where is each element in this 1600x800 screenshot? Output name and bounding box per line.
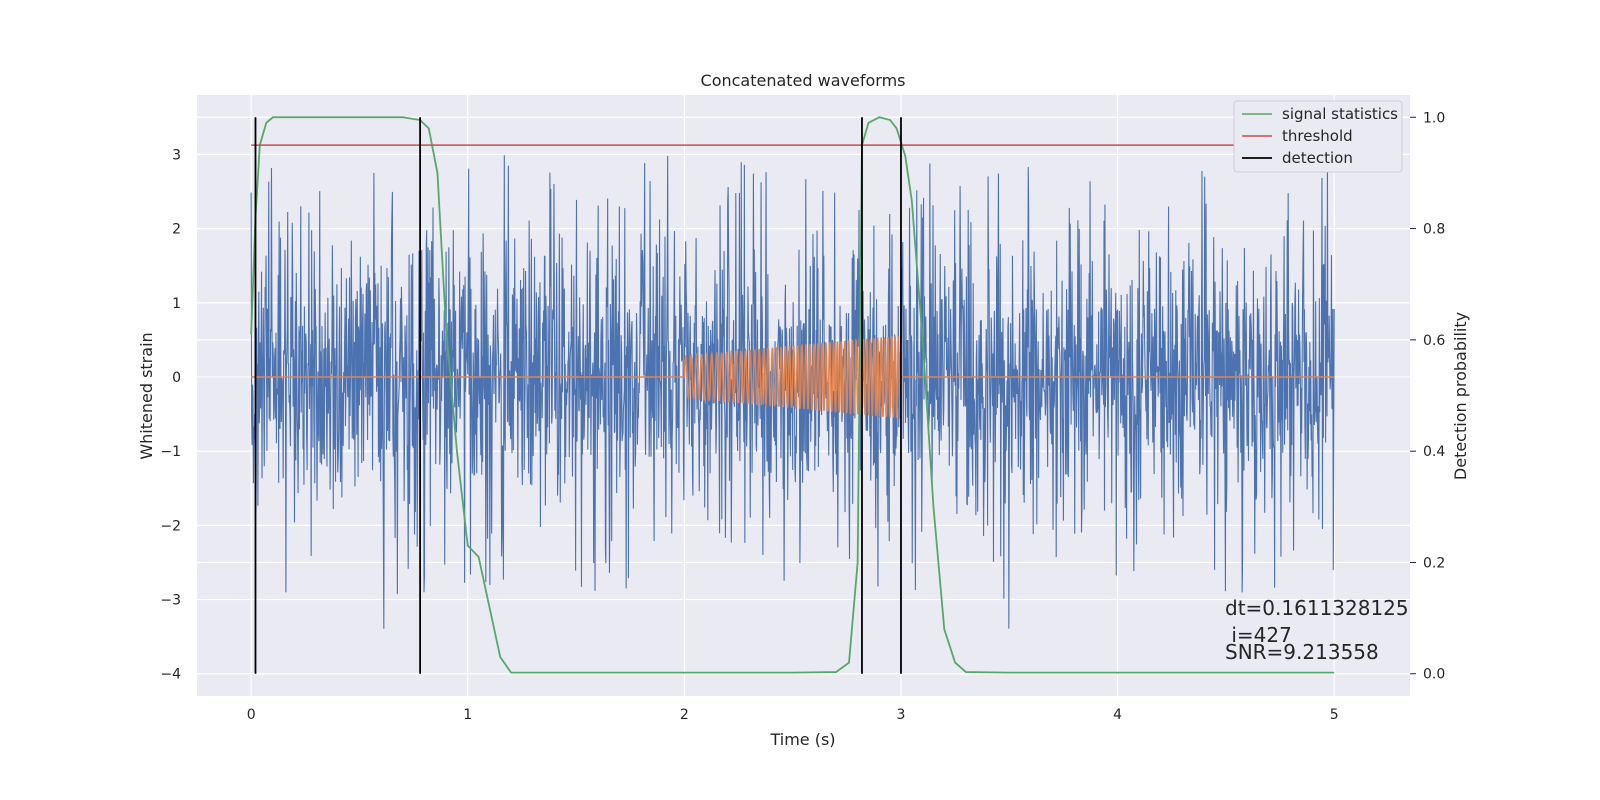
legend-label-detection: detection	[1282, 149, 1353, 167]
y-tick-label: −3	[160, 593, 181, 609]
y-tick-label: 3	[172, 147, 181, 163]
injected-waveform-line	[251, 336, 1335, 419]
legend: signal statistics threshold detection	[1233, 100, 1403, 173]
y2-tick-label: 1.0	[1423, 110, 1445, 126]
x-tick-label: 1	[463, 707, 472, 723]
x-tick-label: 3	[897, 707, 906, 723]
x-tick-label: 5	[1330, 707, 1339, 723]
y-tick-label: 1	[172, 296, 181, 312]
y2-tick-label: 0.2	[1423, 555, 1445, 571]
y-tick-label: −2	[160, 518, 181, 534]
y2-axis-label: Detection probability	[1451, 312, 1470, 480]
y2-tick-label: 0.4	[1423, 444, 1445, 460]
plot-area	[250, 116, 1356, 674]
y-axis-label: Whitened strain	[137, 332, 156, 459]
signal-statistics-line	[250, 116, 1335, 674]
y2-tick-label: 0.0	[1423, 667, 1445, 683]
legend-label-signal-statistics: signal statistics	[1282, 105, 1398, 123]
ticks: 0 1 2 3 4 5 −4 −3 −2 −1 0 1 2 3 0.0 0.2 0.4 0.6 0.8 1.0	[160, 110, 1445, 723]
annotation-dt: dt=0.1611328125	[1225, 596, 1409, 620]
whitened-strain-line	[250, 155, 1335, 629]
chart-title: Concatenated waveforms	[701, 71, 906, 90]
y2-tick-label: 0.8	[1423, 222, 1445, 238]
x-tick-label: 2	[680, 707, 689, 723]
y2-tick-label: 0.6	[1423, 333, 1445, 349]
x-tick-label: 0	[247, 707, 256, 723]
legend-box	[1233, 100, 1403, 173]
x-tick-label: 4	[1113, 707, 1122, 723]
y-tick-label: 2	[172, 222, 181, 238]
x-axis-label: Time (s)	[769, 730, 835, 749]
annotation-snr: SNR=9.213558	[1225, 640, 1379, 664]
y-tick-label: −1	[160, 444, 181, 460]
annotation-index: i=427	[1225, 623, 1292, 647]
y-tick-label: 0	[172, 370, 181, 386]
legend-label-threshold: threshold	[1282, 127, 1353, 145]
y-tick-label: −4	[160, 667, 181, 683]
